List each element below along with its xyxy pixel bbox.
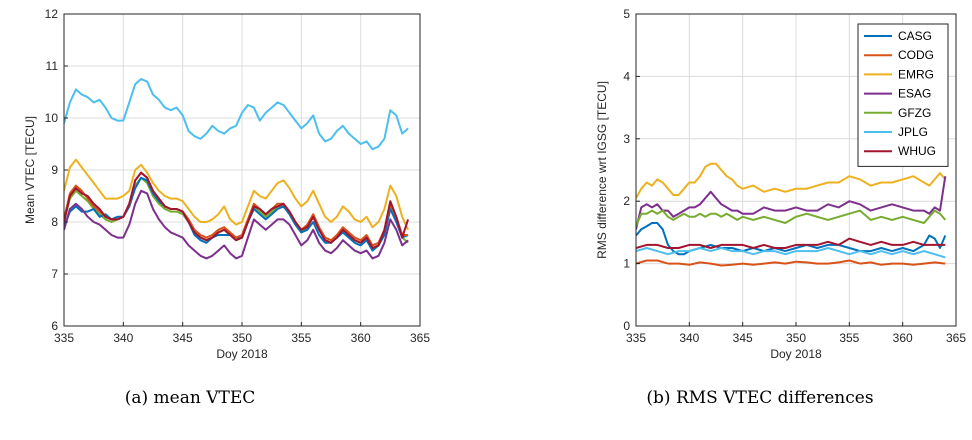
chart-b-xtick-label-2: 345 — [733, 331, 753, 345]
chart-a-ytick-label-5: 11 — [46, 59, 59, 73]
chart-b-series-emrg — [636, 162, 947, 199]
chart-a-xtick-label-3: 350 — [232, 331, 252, 345]
chart-a-xtick-label-1: 340 — [113, 331, 133, 345]
chart-b-xtick-label-0: 335 — [626, 331, 646, 345]
chart-b-ytick-label-0: 0 — [623, 319, 630, 333]
chart-b-ytick-label-2: 2 — [623, 194, 630, 208]
chart-a-series-esag — [64, 189, 409, 260]
chart-a-ytick-label-6: 12 — [45, 7, 59, 21]
chart-b-legend-label-casg: CASG — [898, 29, 932, 43]
chart-a-series-jplg — [64, 78, 409, 151]
chart-b-legend-label-jplg: JPLG — [898, 125, 928, 139]
chart-a-xtick-label-6: 365 — [410, 331, 430, 345]
chart-a-ytick-label-3: 9 — [51, 163, 58, 177]
chart-b-legend-label-codg: CODG — [898, 48, 934, 62]
chart-a-ytick-label-0: 6 — [51, 319, 58, 333]
chart-a-xtick-label-5: 360 — [351, 331, 371, 345]
chart-b-xlabel: Doy 2018 — [770, 347, 822, 361]
chart-b-series-esag — [636, 176, 947, 230]
chart-b-legend-label-emrg: EMRG — [898, 67, 934, 81]
caption-b: (b) RMS VTEC differences — [646, 388, 873, 408]
chart-b-ytick-label-3: 3 — [623, 132, 630, 146]
chart-b-ytick-label-5: 5 — [623, 7, 630, 21]
chart-a-xtick-label-0: 335 — [54, 331, 74, 345]
chart-a-xtick-label-4: 355 — [291, 331, 311, 345]
chart-b-legend-label-esag: ESAG — [898, 87, 931, 101]
chart-a-series-whug — [64, 171, 410, 249]
chart-a-xtick-label-2: 345 — [173, 331, 193, 345]
caption-a: (a) mean VTEC — [125, 388, 256, 408]
chart-b-ytick-label-1: 1 — [623, 257, 630, 271]
chart-b-legend-label-whug: WHUG — [898, 144, 936, 158]
chart-a-series-group — [64, 78, 410, 260]
chart-b-xtick-label-1: 340 — [679, 331, 699, 345]
chart-b-xtick-label-4: 355 — [839, 331, 859, 345]
chart-b-series-whug — [636, 237, 946, 249]
chart-b-legend: CASG CODG EMRG ESAG GFZG JPLG WHUG — [857, 23, 949, 167]
chart-b-xtick-label-3: 350 — [786, 331, 806, 345]
chart-b-series-gfzg — [636, 209, 947, 227]
chart-b-series-codg — [636, 259, 946, 267]
chart-b-legend-label-gfzg: GFZG — [898, 106, 931, 120]
chart-b-xtick-label-6: 365 — [946, 331, 966, 345]
chart-a-ytick-label-4: 10 — [45, 111, 59, 125]
chart-b-ylabel: RMS difference wrt IGSG [TECU] — [595, 81, 609, 259]
chart-a-xlabel: Doy 2018 — [216, 347, 268, 361]
chart-b-xtick-label-5: 360 — [893, 331, 913, 345]
chart-a-ytick-label-2: 8 — [51, 215, 58, 229]
chart-b-series-jplg — [636, 247, 946, 259]
chart-a-ylabel: Mean VTEC [TECU] — [23, 116, 37, 224]
chart-b-series-group — [636, 162, 947, 267]
chart-b-legend-box — [857, 23, 949, 167]
chart-a-series-emrg — [64, 158, 410, 231]
chart-a-ytick-label-1: 7 — [51, 267, 58, 281]
chart-b-ytick-label-4: 4 — [623, 69, 630, 83]
chart-mean-vtec: 335 340 345 350 355 360 365 6 7 8 9 10 11 12 Doy 2018 M… — [23, 7, 430, 361]
